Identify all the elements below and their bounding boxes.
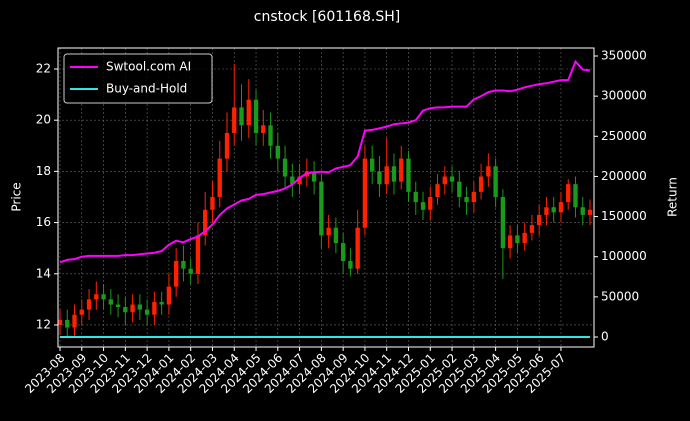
candle-body — [544, 207, 549, 215]
candle-body — [420, 202, 426, 210]
candle-body — [551, 207, 556, 213]
y2-tick-label: 50000 — [601, 289, 639, 303]
legend-box — [63, 53, 213, 104]
y-tick-label: 22 — [36, 61, 51, 75]
candle-body — [188, 268, 193, 274]
candle-body — [413, 191, 418, 203]
candle-body — [500, 196, 506, 249]
candle-body — [86, 299, 92, 310]
candle-body — [130, 304, 135, 313]
y2-tick-label: 250000 — [601, 129, 647, 143]
candle-body — [428, 196, 433, 210]
y2-axis-label: Return — [666, 177, 680, 217]
candle-body — [57, 319, 63, 325]
candle-body — [290, 176, 295, 185]
candle-body — [340, 243, 346, 261]
return-line — [59, 59, 591, 264]
y2-tick-label: 200000 — [601, 169, 647, 183]
candle-body — [529, 225, 535, 233]
y2-tick-label: 100000 — [601, 249, 647, 263]
candle-body — [435, 184, 440, 197]
candle-body — [203, 209, 208, 236]
candle-body — [217, 158, 222, 197]
y2-tick-label: 350000 — [601, 48, 647, 62]
candle-body — [123, 307, 128, 313]
candle-body — [442, 176, 447, 185]
candle-body — [297, 176, 302, 185]
candle-body — [355, 227, 360, 269]
candle-body — [391, 166, 397, 182]
candle-body — [224, 132, 230, 159]
candle-body — [478, 176, 484, 192]
candle-body — [319, 181, 324, 236]
y2-tick-label: 0 — [601, 330, 609, 344]
candle-body — [471, 191, 477, 203]
candle-body — [101, 294, 106, 300]
candle-body — [377, 171, 382, 185]
candle-body — [152, 301, 157, 315]
candle-body — [232, 107, 237, 133]
candle-body — [384, 166, 389, 185]
candle-body — [333, 227, 339, 244]
candle-body — [181, 260, 186, 269]
candle-body — [537, 214, 542, 226]
legend-label: Buy-and-Hold — [106, 82, 187, 96]
y2-tick-label: 150000 — [601, 209, 647, 223]
candle-body — [522, 232, 527, 244]
candle-body — [457, 181, 462, 197]
candle-body — [108, 299, 113, 305]
candle-body — [370, 158, 375, 172]
y-tick-label: 18 — [36, 164, 51, 178]
candle-body — [493, 166, 498, 197]
legend-label: Swtool.com AI — [106, 60, 191, 74]
candle-body — [275, 145, 280, 159]
candle-body — [558, 202, 564, 213]
y-tick-label: 14 — [36, 266, 51, 280]
candle-body — [210, 196, 215, 210]
candle-body — [507, 235, 513, 249]
candle-body — [268, 125, 273, 146]
candle-body — [326, 227, 331, 236]
candle-body — [449, 176, 455, 182]
chart-title: cnstock [601168.SH] — [254, 9, 400, 25]
candle-body — [115, 304, 121, 308]
y-tick-label: 20 — [36, 113, 51, 127]
candle-body — [195, 235, 201, 274]
candle-body — [282, 158, 288, 177]
candle-body — [173, 260, 179, 287]
candle-body — [566, 184, 571, 203]
candle-body — [94, 294, 99, 300]
candle-body — [406, 158, 411, 192]
candle-body — [144, 309, 150, 315]
candle-body — [580, 207, 585, 215]
candle-body — [486, 166, 491, 177]
candle-body — [159, 301, 164, 305]
candle-body — [515, 235, 520, 244]
candle-body — [311, 171, 317, 182]
candle-body — [137, 304, 143, 310]
candle-body — [573, 184, 578, 208]
candle-body — [399, 158, 404, 182]
candle-body — [348, 260, 353, 269]
y-axis-label: Price — [10, 182, 24, 211]
candle-body — [72, 314, 77, 328]
candle-body — [362, 158, 368, 228]
candle-body — [239, 107, 244, 126]
candle-body — [253, 99, 259, 133]
y-tick-label: 12 — [36, 317, 51, 331]
candle-body — [587, 209, 593, 215]
plot-frame — [57, 47, 595, 348]
candle-body — [464, 196, 469, 203]
y-tick-label: 16 — [36, 215, 51, 229]
candle-body — [166, 286, 172, 305]
candle-body — [261, 125, 266, 133]
y2-tick-label: 300000 — [601, 89, 647, 103]
candle-body — [246, 99, 251, 126]
candle-body — [65, 319, 70, 328]
candle-body — [79, 309, 84, 315]
